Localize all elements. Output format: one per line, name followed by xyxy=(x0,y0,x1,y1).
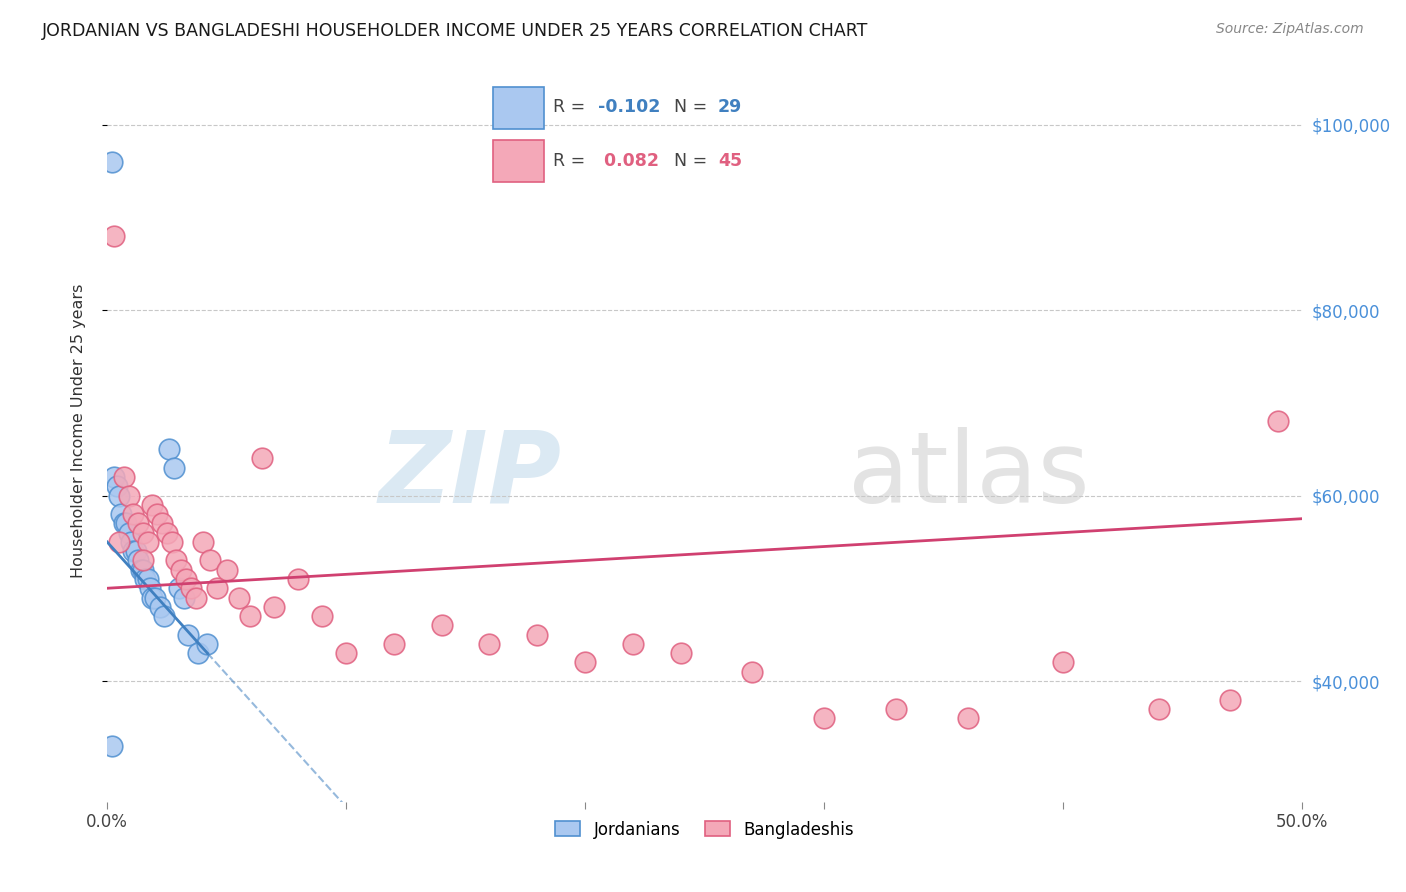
Point xyxy=(177,627,200,641)
Point xyxy=(184,591,207,605)
Point xyxy=(157,442,180,457)
Point xyxy=(117,489,139,503)
Point xyxy=(122,544,145,558)
Point xyxy=(129,563,152,577)
Point xyxy=(125,544,148,558)
Point xyxy=(574,656,596,670)
Point xyxy=(115,516,138,531)
Point xyxy=(103,470,125,484)
Point xyxy=(105,479,128,493)
Point xyxy=(741,665,763,679)
Point xyxy=(252,451,274,466)
Point xyxy=(103,228,125,243)
Point xyxy=(153,609,176,624)
Text: atlas: atlas xyxy=(848,426,1090,524)
Point xyxy=(141,498,163,512)
Point xyxy=(156,525,179,540)
Point xyxy=(382,637,405,651)
Point xyxy=(198,553,221,567)
Point xyxy=(127,553,149,567)
Point xyxy=(669,646,692,660)
Point xyxy=(478,637,501,651)
Point xyxy=(165,553,187,567)
Y-axis label: Householder Income Under 25 years: Householder Income Under 25 years xyxy=(72,284,86,578)
Point xyxy=(120,534,142,549)
Point xyxy=(141,591,163,605)
Point xyxy=(170,563,193,577)
Point xyxy=(132,525,155,540)
Point xyxy=(174,572,197,586)
Point xyxy=(143,591,166,605)
Point xyxy=(813,711,835,725)
Point xyxy=(1267,414,1289,428)
Point xyxy=(134,572,156,586)
Point xyxy=(117,525,139,540)
Point xyxy=(180,581,202,595)
Point xyxy=(1052,656,1074,670)
Point xyxy=(526,627,548,641)
Legend: Jordanians, Bangladeshis: Jordanians, Bangladeshis xyxy=(548,814,860,846)
Point xyxy=(160,534,183,549)
Point xyxy=(136,534,159,549)
Point xyxy=(191,534,214,549)
Point xyxy=(132,553,155,567)
Point xyxy=(884,702,907,716)
Point xyxy=(287,572,309,586)
Point xyxy=(149,599,172,614)
Point xyxy=(146,507,169,521)
Point xyxy=(101,154,124,169)
Point xyxy=(263,599,285,614)
Point xyxy=(311,609,333,624)
Point xyxy=(101,739,124,753)
Point xyxy=(150,516,173,531)
Point xyxy=(1147,702,1170,716)
Text: ZIP: ZIP xyxy=(378,426,561,524)
Point xyxy=(228,591,250,605)
Point xyxy=(122,507,145,521)
Point xyxy=(108,489,131,503)
Point xyxy=(197,637,219,651)
Point xyxy=(173,591,195,605)
Point xyxy=(132,563,155,577)
Point xyxy=(127,516,149,531)
Text: JORDANIAN VS BANGLADESHI HOUSEHOLDER INCOME UNDER 25 YEARS CORRELATION CHART: JORDANIAN VS BANGLADESHI HOUSEHOLDER INC… xyxy=(42,22,869,40)
Point xyxy=(112,470,135,484)
Point xyxy=(108,534,131,549)
Point xyxy=(112,516,135,531)
Point xyxy=(215,563,238,577)
Point xyxy=(1219,692,1241,706)
Point xyxy=(621,637,644,651)
Point xyxy=(335,646,357,660)
Point xyxy=(163,460,186,475)
Point xyxy=(187,646,209,660)
Point xyxy=(239,609,262,624)
Point xyxy=(167,581,190,595)
Point xyxy=(205,581,228,595)
Point xyxy=(110,507,132,521)
Point xyxy=(139,581,162,595)
Point xyxy=(956,711,979,725)
Point xyxy=(136,572,159,586)
Text: Source: ZipAtlas.com: Source: ZipAtlas.com xyxy=(1216,22,1364,37)
Point xyxy=(430,618,453,632)
